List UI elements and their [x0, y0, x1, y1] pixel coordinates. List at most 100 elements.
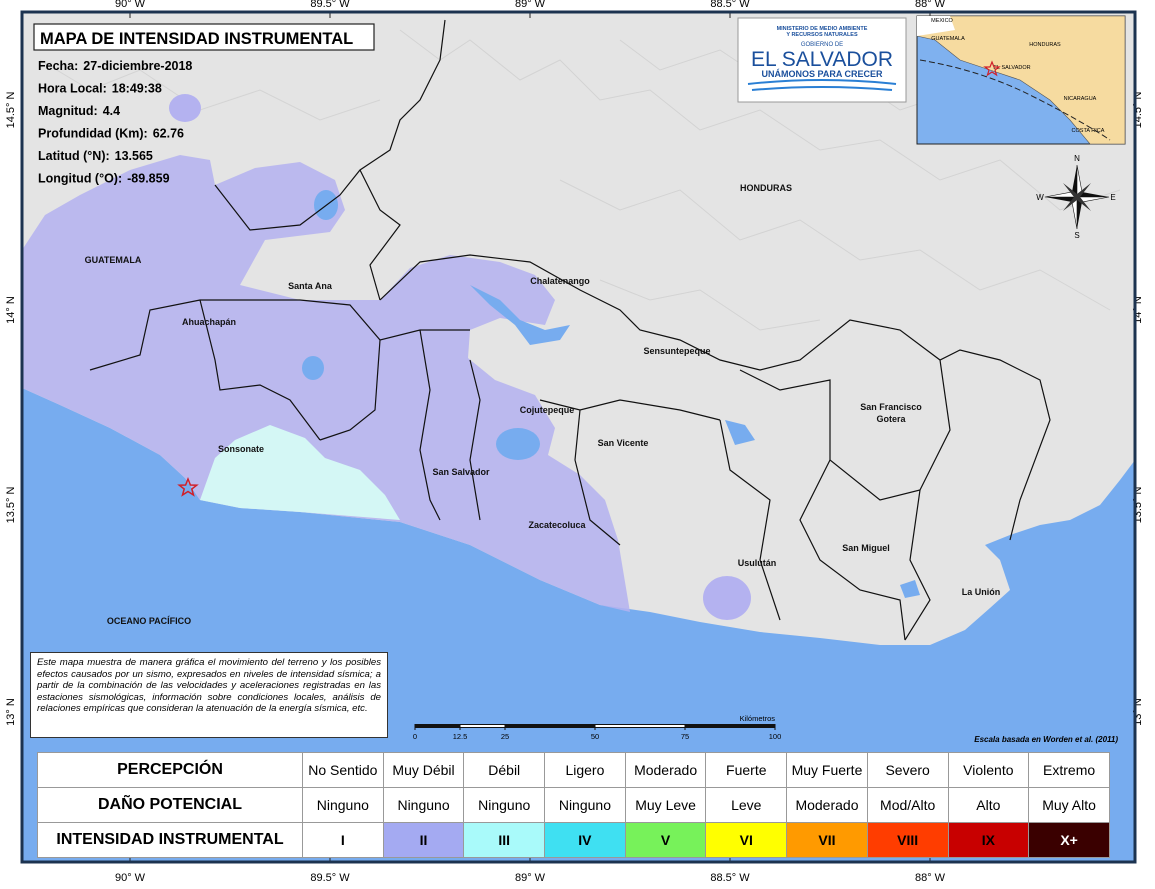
info-label: Magnitud:: [38, 104, 98, 118]
longitude-label: 90° W: [115, 0, 146, 10]
longitude-label: 89.5° W: [310, 0, 350, 10]
info-value: 27-diciembre-2018: [83, 59, 192, 73]
intensity-iii-area: [200, 425, 400, 520]
inset-label: MEXICO: [931, 18, 953, 24]
legend-cell: II: [382, 822, 465, 858]
scale-bar-segment: [595, 725, 685, 727]
compass-rose: [1044, 164, 1110, 230]
inset-label: EL SALVADOR: [993, 65, 1030, 71]
inset-label: NICARAGUA: [1064, 96, 1097, 102]
legend-cell: Moderado: [624, 752, 707, 788]
compass-s: S: [1074, 231, 1079, 240]
info-value: -89.859: [127, 172, 169, 186]
longitude-label: 88.5° W: [710, 0, 750, 10]
legend-cell: III: [463, 822, 546, 858]
latitude-label: 13.5° N: [5, 487, 17, 524]
legend-cell: X+: [1028, 822, 1110, 858]
logo-government: GOBIERNO DE: [801, 42, 843, 48]
latitude-label: 13° N: [5, 698, 17, 726]
place-label: Zacatecoluca: [528, 520, 586, 530]
place-label: Usulután: [738, 558, 777, 568]
legend-cell: VII: [786, 822, 868, 858]
place-label: Ahuachapán: [182, 317, 236, 327]
place-labels: GUATEMALA HONDURAS Santa Ana Chalatenango Ah…: [85, 183, 1001, 626]
compass-e: E: [1110, 193, 1115, 202]
legend-cell: Moderado: [786, 787, 868, 823]
legend-cell: Ninguno: [463, 787, 546, 823]
legend-cell: VI: [705, 822, 788, 858]
legend-row: PERCEPCIÓN No Sentido Muy Débil Débil Ligero…: [37, 752, 1110, 788]
intensity-ii-area: [703, 576, 751, 620]
latitude-label: 14° N: [5, 296, 17, 324]
legend-cell: Leve: [705, 787, 788, 823]
legend-row-header: DAÑO POTENCIAL: [37, 787, 303, 823]
legend-cell: I: [302, 822, 384, 858]
event-info: Fecha: 27-diciembre-2018 Hora Local: 18:49:…: [38, 59, 192, 186]
info-value: 4.4: [103, 104, 120, 118]
longitude-label: 89.5° W: [310, 872, 350, 884]
place-label: San Miguel: [842, 543, 890, 553]
map-frame: [20, 10, 1137, 864]
legend-cell: Mod/Alto: [866, 787, 949, 823]
intensity-ii-area: [22, 155, 630, 612]
compass-n: N: [1074, 154, 1080, 163]
scale-tick-label: 0: [413, 732, 417, 741]
inset-label: HONDURAS: [1029, 42, 1061, 48]
legend-cell: IX: [947, 822, 1030, 858]
longitude-label: 88° W: [915, 0, 946, 10]
compass-w: W: [1036, 193, 1044, 202]
logo-ministry: Y RECURSOS NATURALES: [786, 32, 858, 38]
place-label: Sensuntepeque: [643, 346, 710, 356]
legend-cell: Muy Fuerte: [786, 752, 868, 788]
scale-bar-segment: [460, 725, 505, 727]
legend-row: INTENSIDAD INSTRUMENTAL I II III IV V VI VII VII…: [37, 822, 1110, 858]
ocean: [22, 388, 1135, 862]
legend-cell: No Sentido: [302, 752, 384, 788]
logo-country: EL SALVADOR: [751, 48, 893, 71]
inset-epicenter: [983, 60, 1001, 77]
inset-label: COSTA RICA: [1072, 128, 1105, 134]
scale-unit: Kilómetros: [740, 714, 776, 723]
description: Este mapa muestra de manera gráfica el m…: [30, 652, 388, 738]
place-label: Santa Ana: [288, 281, 333, 291]
graticule-labels: 90° W 90° W 89.5° W 89.5° W 89° W 89° W 88.5° …: [5, 0, 1144, 884]
inset-label: GUATEMALA: [931, 36, 965, 42]
scale-tick-label: 25: [501, 732, 509, 741]
info-label: Profundidad (Km):: [38, 127, 148, 141]
info-value: 62.76: [153, 127, 184, 141]
longitude-label: 88° W: [915, 872, 946, 884]
legend-row-header: PERCEPCIÓN: [37, 752, 303, 788]
scale-tick-label: 75: [681, 732, 689, 741]
longitude-label: 89° W: [515, 0, 546, 10]
place-label: Gotera: [876, 414, 906, 424]
longitude-label: 88.5° W: [710, 872, 750, 884]
longitude-label: 90° W: [115, 872, 146, 884]
legend-cell: Muy Leve: [624, 787, 707, 823]
legend-cell: Ligero: [544, 752, 626, 788]
legend-cell: Débil: [463, 752, 546, 788]
place-label: Chalatenango: [530, 276, 590, 286]
intensity-ii-area: [169, 94, 201, 122]
place-label: HONDURAS: [740, 183, 792, 193]
legend-cell: Ninguno: [302, 787, 384, 823]
place-label: GUATEMALA: [85, 255, 142, 265]
boundaries: [89, 19, 1051, 641]
legend-cell: Violento: [947, 752, 1030, 788]
scale-tick-label: 50: [591, 732, 599, 741]
place-label: San Francisco: [860, 402, 922, 412]
place-label: La Unión: [962, 587, 1001, 597]
latitude-label: 14.5° N: [5, 92, 17, 129]
intensity-legend: PERCEPCIÓN No Sentido Muy Débil Débil Ligero…: [37, 752, 1110, 858]
legend-cell: Ninguno: [544, 787, 626, 823]
scale-tick-label: 12.5: [453, 732, 468, 741]
logo-ministry: MINISTERIO DE MEDIO AMBIENTE: [777, 26, 868, 32]
legend-cell: Muy Alto: [1028, 787, 1110, 823]
info-value: 18:49:38: [112, 82, 162, 96]
title-box: [33, 23, 375, 51]
place-label: Sonsonate: [218, 444, 264, 454]
map-title: MAPA DE INTENSIDAD INSTRUMENTAL: [40, 30, 353, 48]
logo-waves: [747, 79, 897, 91]
epicenter: [177, 476, 199, 497]
